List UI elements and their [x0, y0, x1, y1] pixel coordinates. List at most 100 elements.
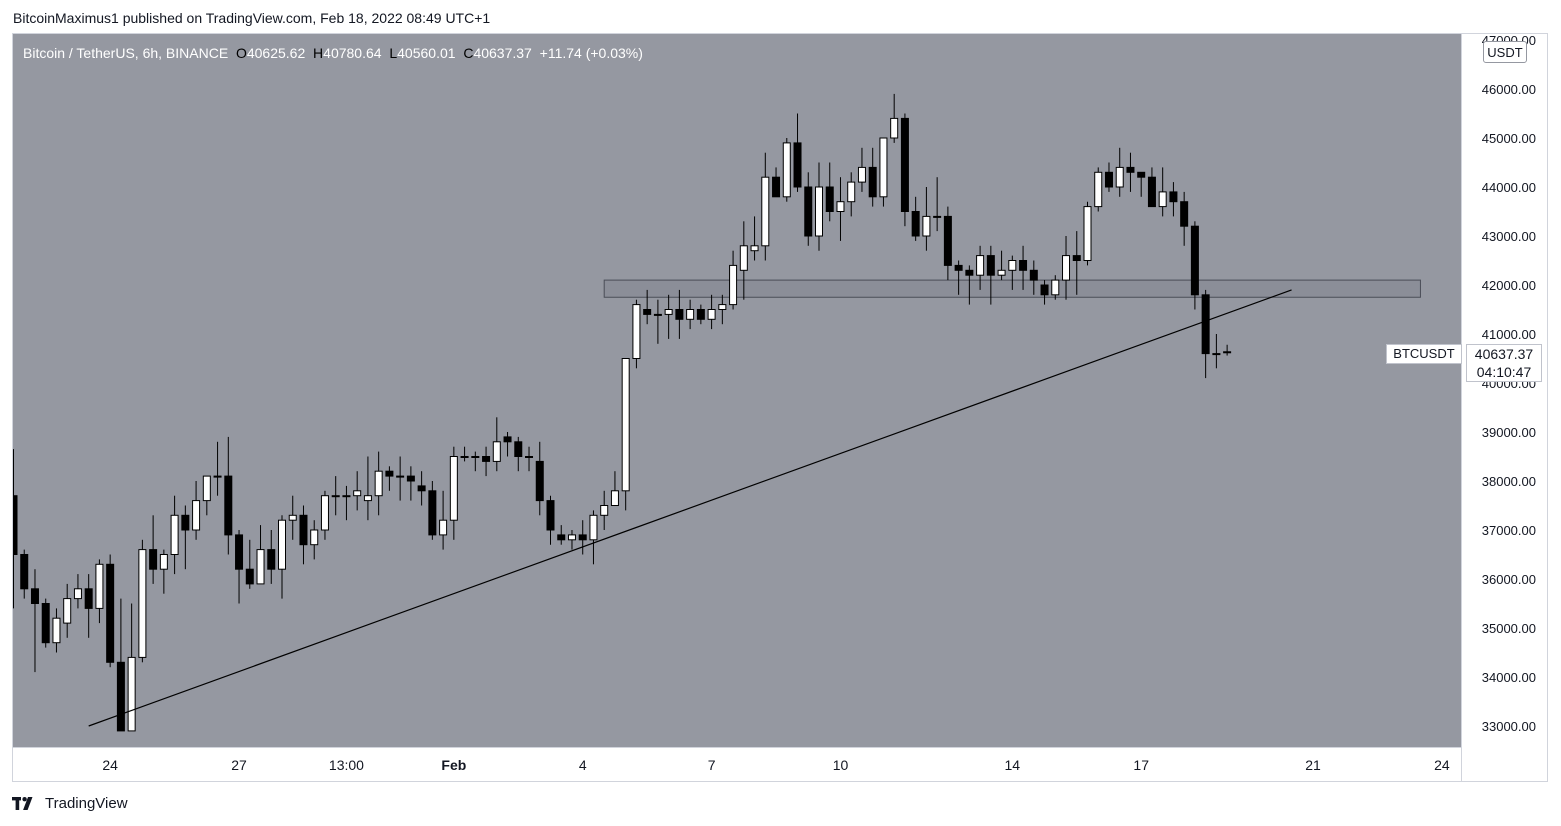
candle-down	[13, 495, 18, 556]
candle-up	[815, 186, 823, 237]
candle-up	[933, 215, 942, 218]
candle-down	[482, 456, 491, 462]
candle-down	[149, 549, 158, 570]
candle-up	[653, 313, 662, 316]
chart-plot-area[interactable]	[13, 34, 1461, 747]
high-key: H	[313, 45, 324, 61]
time-axis-label: 21	[1305, 757, 1321, 773]
candle-down	[503, 436, 512, 443]
candle-up	[632, 304, 641, 360]
time-axis-label: 24	[1434, 757, 1450, 773]
candle-up	[63, 598, 72, 624]
candle-down	[954, 264, 963, 271]
candle-up	[857, 166, 866, 183]
candle-down	[30, 588, 39, 604]
candle-down	[1201, 294, 1210, 355]
candle-up	[1062, 255, 1071, 281]
candle-up	[439, 519, 448, 536]
candle-up	[567, 534, 576, 541]
time-axis-label: 4	[579, 757, 587, 773]
price-axis-label: 39000.00	[1482, 425, 1536, 440]
candle-down	[1104, 171, 1113, 188]
candle-up	[138, 549, 147, 658]
candle-up	[729, 264, 738, 306]
candle-down	[406, 475, 415, 482]
price-axis-label: 36000.00	[1482, 572, 1536, 587]
candle-up	[159, 554, 168, 570]
candle-up	[600, 505, 609, 516]
ascending-support-trendline	[88, 289, 1292, 727]
candle-down	[428, 490, 437, 536]
candle-down	[1137, 171, 1146, 178]
candle-up	[342, 495, 351, 498]
candle-up	[761, 176, 770, 247]
candle-down	[1169, 191, 1178, 203]
candle-down	[299, 514, 308, 546]
candle-down	[696, 309, 705, 320]
candle-up	[213, 475, 222, 478]
price-axis-label: 42000.00	[1482, 278, 1536, 293]
candle-down	[900, 117, 909, 212]
open-value: 40625.62	[246, 45, 306, 61]
candle-down	[986, 255, 995, 276]
currency-button[interactable]: USDT	[1483, 41, 1527, 63]
price-axis-label: 34000.00	[1482, 670, 1536, 685]
candle-down	[546, 500, 555, 531]
candle-up	[52, 617, 61, 644]
candle-up	[396, 475, 405, 478]
candle-up	[73, 588, 82, 600]
time-axis-label: 14	[1005, 757, 1021, 773]
candle-up	[976, 255, 985, 276]
candle-up	[202, 475, 211, 502]
candle-up	[278, 519, 286, 570]
candle-up	[997, 269, 1006, 276]
candle-up	[1115, 166, 1124, 188]
open-key: O	[235, 45, 247, 61]
candle-down	[1147, 176, 1156, 208]
candle-down	[84, 588, 93, 609]
candle-up	[1051, 279, 1060, 296]
last-price-value: 40637.37	[1474, 346, 1534, 362]
candle-up	[750, 245, 759, 252]
low-key: L	[389, 45, 398, 61]
candle-down	[793, 142, 802, 188]
candle-down	[1029, 269, 1038, 281]
candle-down	[417, 485, 426, 492]
candle-up	[331, 495, 340, 498]
candle-up	[1212, 353, 1221, 356]
candle-down	[643, 309, 652, 315]
candle-up	[374, 470, 383, 497]
candle-up	[922, 215, 931, 237]
candle-down	[1019, 260, 1028, 271]
time-axis-label: 24	[102, 757, 118, 773]
candle-down	[1190, 225, 1199, 296]
price-axis-label: 38000.00	[1482, 474, 1536, 489]
candle-down	[965, 269, 974, 276]
price-axis-label: 46000.00	[1482, 82, 1536, 97]
price-axis-label: 45000.00	[1482, 131, 1536, 146]
bar-countdown: 04:10:47	[1476, 364, 1532, 380]
time-axis-label: 10	[833, 757, 849, 773]
candle-up	[610, 490, 619, 506]
tradingview-brand[interactable]: TradingView	[12, 795, 128, 812]
candle-up	[890, 117, 899, 139]
candle-up	[1223, 351, 1232, 354]
symbol-description[interactable]: Bitcoin / TetherUS, 6h, BINANCE	[23, 45, 229, 61]
candle-up	[170, 514, 179, 555]
candle-down	[20, 554, 29, 590]
candle-up	[1008, 260, 1017, 271]
candle-down	[535, 460, 544, 502]
time-axis-label: 13:00	[329, 757, 364, 773]
candle-up	[288, 514, 297, 521]
candle-down	[245, 568, 254, 585]
candle-down	[804, 186, 813, 237]
brand-name: TradingView	[45, 795, 128, 812]
price-axis-label: 37000.00	[1482, 523, 1536, 538]
candle-down	[116, 661, 125, 732]
candle-up	[449, 456, 458, 521]
candle-up	[664, 309, 673, 315]
price-axis-label: 44000.00	[1482, 180, 1536, 195]
candle-down	[385, 470, 394, 477]
candle-down	[1072, 255, 1081, 262]
